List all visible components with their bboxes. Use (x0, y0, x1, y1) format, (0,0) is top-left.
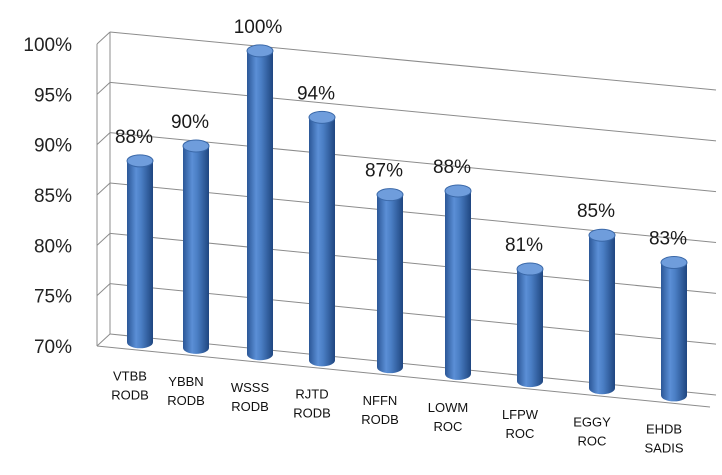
bar (126, 154, 154, 349)
bar (588, 228, 616, 395)
gridline-side (96, 182, 111, 196)
gridline (109, 31, 717, 91)
gridline (109, 182, 717, 243)
category-label: RODB (111, 387, 149, 402)
category-label: RODB (293, 405, 331, 420)
data-label: 94% (297, 83, 335, 104)
bar (660, 256, 688, 402)
data-label: 81% (505, 235, 543, 256)
bar-body (127, 160, 153, 349)
bar-cap (308, 110, 336, 124)
y-tick-label: 85% (34, 186, 72, 207)
category-label: LFPW (502, 407, 539, 422)
category-label: SADIS (644, 440, 683, 455)
category-label: WSSS (231, 380, 270, 395)
category-label: ROC (578, 433, 607, 448)
category-label: NFFN (363, 393, 398, 408)
category-label: EHDB (646, 421, 682, 436)
category-label: LOWM (428, 400, 468, 415)
bar-body (445, 190, 471, 380)
y-tick-label: 70% (34, 337, 72, 358)
bar-cap (444, 184, 472, 198)
gridline-side (96, 132, 111, 146)
bar-body (183, 145, 209, 354)
axes (96, 32, 711, 408)
bar-body (377, 194, 403, 374)
category-label: RODB (361, 412, 399, 427)
data-label: 100% (234, 17, 283, 38)
bar-body (517, 269, 543, 388)
y-tick-label: 90% (34, 136, 72, 157)
y-tick-label: 75% (34, 287, 72, 308)
gridline-side (96, 81, 111, 95)
bar (376, 188, 404, 374)
gridlines (96, 31, 717, 396)
bar (182, 139, 210, 354)
bar (516, 262, 544, 388)
bars (126, 44, 688, 402)
gridline-side (96, 31, 111, 45)
gridline-side (96, 232, 111, 246)
category-label: YBBN (168, 374, 203, 389)
y-tick-label: 80% (34, 236, 72, 257)
bar-body (247, 50, 273, 361)
gridline (109, 81, 717, 142)
bar (246, 44, 274, 361)
bar-cap (516, 262, 544, 276)
category-label: ROC (506, 426, 535, 441)
gridline-side (96, 283, 111, 297)
bar-body (589, 235, 615, 395)
bar-cap (246, 44, 274, 58)
category-label: EGGY (573, 414, 611, 429)
category-label: RODB (167, 393, 205, 408)
category-label: VTBB (113, 368, 147, 383)
bar-cap (182, 139, 210, 153)
category-label: RJTD (295, 386, 328, 401)
bar-cap (588, 228, 616, 242)
category-label: ROC (434, 419, 463, 434)
y-tick-label: 95% (34, 85, 72, 106)
data-label: 85% (577, 201, 615, 222)
category-label: RODB (231, 399, 269, 414)
data-label: 83% (649, 229, 687, 250)
bar-cap (126, 154, 154, 168)
bar (308, 110, 336, 367)
data-label: 88% (115, 127, 153, 148)
bar-cap (376, 188, 404, 202)
data-label: 90% (171, 112, 209, 133)
bar-cap (660, 256, 688, 270)
bar-body (661, 262, 687, 402)
gridline-side (96, 333, 111, 347)
y-tick-label: 100% (23, 35, 72, 56)
x-axis-line (96, 345, 711, 408)
bar-body (309, 117, 335, 367)
data-label: 88% (433, 157, 471, 178)
gridline (109, 132, 717, 193)
data-label: 87% (365, 161, 403, 182)
bar (444, 184, 472, 380)
labels: 70% 75% 80% 85% 90% 95% 100% 88% VTBB RODB 90% YBBN… (23, 17, 687, 456)
